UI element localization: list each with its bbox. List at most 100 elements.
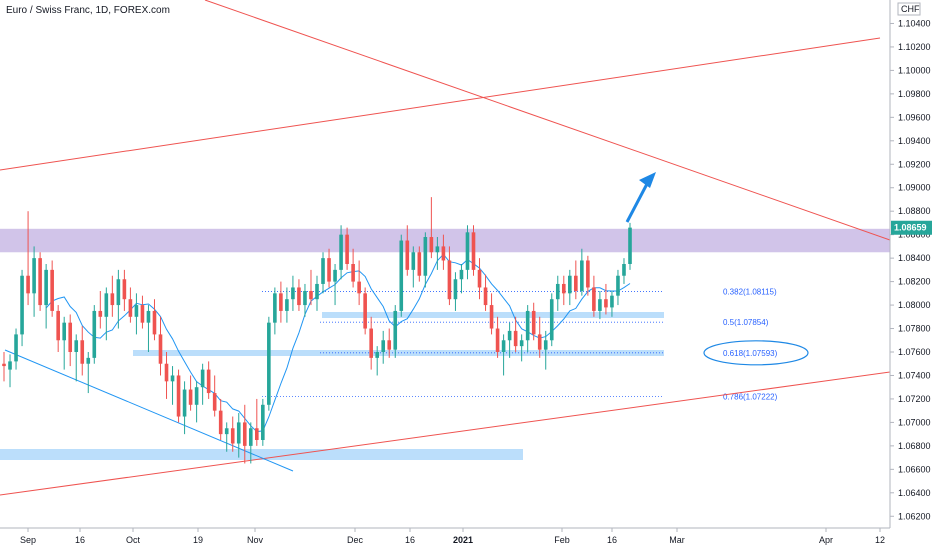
candle-body: [116, 279, 121, 306]
candle-body: [152, 310, 157, 335]
candle-body: [555, 283, 560, 300]
candle-body: [218, 410, 223, 435]
projection-arrow-head: [639, 172, 656, 188]
candle-body: [387, 340, 392, 350]
price-axis-label: 1.09000: [898, 183, 931, 193]
candle-body: [285, 299, 289, 311]
candle-body: [543, 340, 548, 350]
candle-body: [26, 275, 30, 294]
candle-body: [176, 375, 181, 417]
candle-body: [188, 389, 193, 405]
candle-body: [339, 234, 343, 270]
candle-body: [50, 269, 54, 311]
candle-body: [381, 340, 386, 352]
support-band-lower: [0, 449, 523, 460]
candle-body: [549, 299, 554, 341]
candle-body: [273, 293, 277, 323]
price-axis-label: 1.10200: [898, 42, 931, 52]
candle-body: [519, 340, 524, 347]
candle-body: [507, 330, 512, 341]
candle-body: [586, 260, 590, 288]
time-axis-label: 16: [405, 535, 415, 545]
time-axis-label: 16: [75, 535, 85, 545]
currency-label: CHF: [901, 4, 920, 14]
price-axis-label: 1.10000: [898, 65, 931, 75]
candle-body: [309, 290, 313, 300]
candle-body: [248, 428, 253, 446]
candle-body: [261, 404, 265, 440]
last-price-tag: [891, 220, 932, 235]
candle-body: [513, 330, 518, 347]
price-axis-label: 1.06800: [898, 441, 931, 451]
candle-body: [128, 299, 133, 317]
moving-average-line: [45, 253, 631, 433]
candle-body: [194, 387, 199, 405]
time-axis-label: Nov: [247, 535, 264, 545]
candle-body: [447, 260, 452, 300]
candle-body: [98, 310, 103, 317]
candle-body: [531, 310, 536, 335]
price-axis-label: 1.08000: [898, 300, 931, 310]
candle-body: [158, 334, 163, 364]
candle-body: [471, 232, 476, 270]
candle-body: [405, 240, 410, 270]
candle-body: [146, 310, 151, 323]
candle-body: [212, 393, 217, 411]
candle-body: [495, 328, 500, 352]
candle-body: [206, 369, 211, 394]
candle-body: [351, 264, 355, 282]
upper-trend-line: [0, 37, 881, 171]
candle-body: [92, 310, 97, 358]
price-axis-label: 1.08400: [898, 253, 931, 263]
candle-body: [170, 375, 175, 382]
candle-body: [465, 232, 470, 270]
last-price-label: 1.08659: [894, 223, 927, 233]
candle-body: [140, 305, 145, 323]
price-axis-label: 1.08800: [898, 206, 931, 216]
price-axis-label: 1.07200: [898, 394, 931, 404]
candle-body: [477, 269, 482, 288]
candle-body: [417, 252, 422, 276]
candle-body: [297, 287, 301, 306]
chart-title: Euro / Swiss Franc, 1D, FOREX.com: [6, 5, 170, 16]
candle-body: [363, 293, 367, 329]
candle-body: [134, 305, 139, 317]
candle-body: [453, 279, 458, 300]
candle-body: [303, 290, 307, 306]
candle-body: [279, 293, 283, 311]
candle-body: [592, 287, 596, 311]
candle-body: [32, 258, 36, 294]
candle-body: [598, 299, 602, 311]
highlight-ellipse: [703, 340, 809, 366]
candle-body: [8, 361, 12, 370]
candle-body: [110, 293, 115, 306]
fib-level-label: 0.5(1.07854): [723, 318, 769, 327]
candle-body: [345, 234, 349, 264]
currency-box: [897, 2, 921, 16]
candle-body: [429, 237, 434, 253]
price-axis-label: 1.06400: [898, 488, 931, 498]
candle-body: [604, 299, 608, 308]
candle-body: [86, 357, 91, 364]
candle-body: [483, 287, 488, 306]
price-axis-label: 1.06600: [898, 464, 931, 474]
candle-body: [333, 269, 337, 282]
time-axis-label: Mar: [669, 535, 685, 545]
price-axis-label: 1.10400: [898, 18, 931, 28]
candle-body: [327, 258, 331, 282]
candle-body: [568, 275, 572, 294]
price-axis-label: 1.09200: [898, 159, 931, 169]
fib-level-label: 0.618(1.07593): [723, 349, 778, 358]
candle-body: [375, 352, 379, 358]
price-axis-label: 1.07000: [898, 417, 931, 427]
price-axis-label: 1.09600: [898, 112, 931, 122]
time-axis-label: Apr: [819, 535, 833, 545]
candle-body: [489, 305, 494, 329]
price-axis-label: 1.09400: [898, 136, 931, 146]
candle-body: [525, 310, 530, 341]
fib-level-label: 0.382(1.08115): [723, 288, 777, 297]
resistance-zone: [0, 228, 890, 253]
candle-body: [321, 258, 325, 284]
candle-body: [628, 227, 632, 264]
